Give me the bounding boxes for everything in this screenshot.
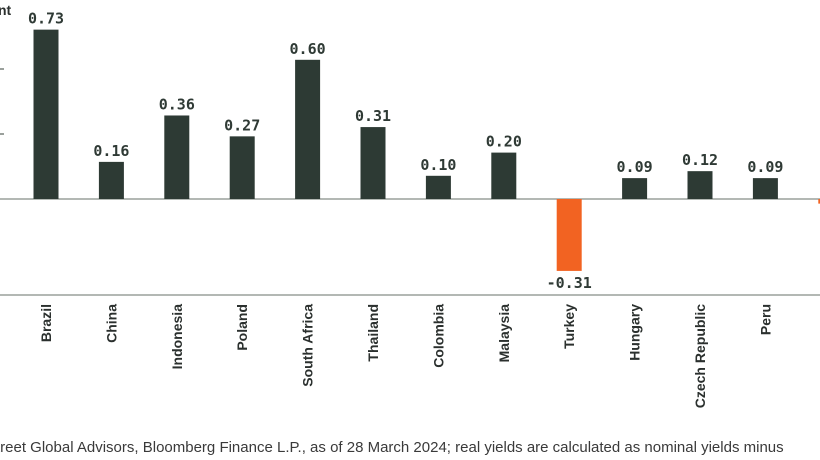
category-label: Poland	[234, 304, 250, 351]
value-label: 0.20	[486, 133, 522, 151]
bar-thailand	[360, 127, 386, 199]
bar-brazil	[33, 29, 59, 199]
bar-malaysia	[491, 152, 517, 199]
category-label: Indonesia	[169, 304, 185, 370]
bar-colombia	[425, 175, 451, 199]
category-label: Malaysia	[496, 304, 512, 363]
category-label: Brazil	[38, 304, 54, 342]
category-label: Peru	[757, 304, 773, 335]
y-tick-stub	[0, 133, 4, 135]
category-label: Thailand	[365, 304, 381, 362]
bar-peru	[752, 178, 778, 199]
category-label: Colombia	[430, 304, 446, 368]
value-label: 0.12	[682, 151, 718, 169]
source-footnote: treet Global Advisors, Bloomberg Finance…	[0, 439, 784, 456]
value-label: 0.73	[28, 10, 64, 28]
bar-chart: 0.73 Brazil 0.16 China 0.36 Indonesia 0.27 Pola…	[0, 10, 820, 408]
bar-south-africa	[295, 59, 321, 199]
value-label: -0.31	[547, 274, 592, 292]
bar-poland	[229, 136, 255, 199]
category-label: Czech Republic	[692, 304, 708, 408]
y-tick-stub	[0, 68, 4, 70]
bar-turkey	[556, 199, 582, 271]
bar-hungary	[622, 178, 648, 199]
value-label: 0.36	[159, 95, 195, 113]
value-label: 0.16	[93, 142, 129, 160]
value-label: 0.60	[290, 40, 326, 58]
value-label: 0.09	[617, 158, 653, 176]
value-label: 0.31	[355, 107, 391, 125]
value-label: 0.10	[420, 156, 456, 174]
bar-indonesia	[164, 115, 190, 199]
y-axis-label-fragment: nt	[0, 2, 12, 18]
value-label: 0.27	[224, 116, 260, 134]
bar-china	[98, 161, 124, 199]
category-label: Turkey	[561, 304, 577, 349]
bar-partial	[818, 199, 820, 204]
value-label: 0.09	[747, 158, 783, 176]
category-label: China	[103, 304, 119, 343]
bar-czech-republic	[687, 171, 713, 199]
category-label: Hungary	[627, 304, 643, 361]
category-label: South Africa	[300, 304, 316, 387]
